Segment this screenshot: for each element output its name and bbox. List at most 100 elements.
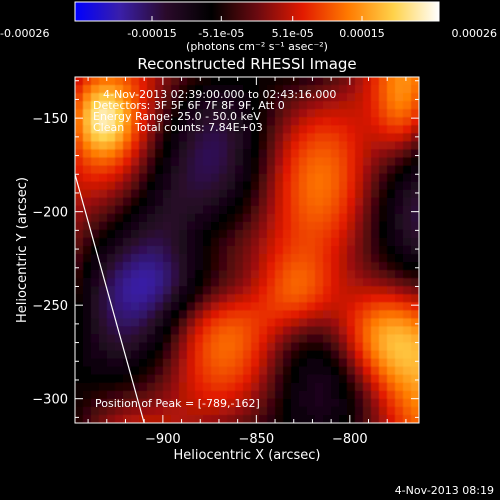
heatmap-cell bbox=[179, 318, 188, 328]
heatmap-cell bbox=[123, 229, 132, 239]
heatmap-cell bbox=[243, 374, 252, 384]
heatmap-cell bbox=[171, 262, 180, 271]
heatmap-cell bbox=[131, 350, 140, 360]
heatmap-cell bbox=[371, 173, 380, 183]
heatmap-cell bbox=[91, 165, 100, 175]
heatmap-cell bbox=[371, 358, 380, 368]
heatmap-cell bbox=[323, 245, 332, 255]
heatmap-cell bbox=[363, 101, 372, 110]
heatmap-cell bbox=[411, 181, 419, 191]
heatmap-cell bbox=[123, 221, 132, 231]
heatmap-cell bbox=[235, 374, 244, 384]
heatmap-cell bbox=[155, 221, 164, 231]
heatmap-cell bbox=[235, 262, 244, 271]
heatmap-cell bbox=[403, 262, 412, 271]
heatmap-cell bbox=[355, 406, 364, 416]
heatmap-cell bbox=[339, 245, 348, 255]
heatmap-cell bbox=[387, 334, 396, 344]
heatmap-cell bbox=[235, 237, 244, 247]
heatmap-cell bbox=[211, 157, 220, 167]
heatmap-cell bbox=[131, 406, 140, 416]
heatmap-cell bbox=[355, 326, 364, 336]
heatmap-cell bbox=[227, 398, 236, 408]
heatmap-cell bbox=[139, 358, 148, 368]
heatmap-cell bbox=[251, 286, 260, 295]
heatmap-cell bbox=[291, 326, 300, 336]
heatmap-cell bbox=[283, 286, 292, 295]
heatmap-cell bbox=[267, 310, 276, 319]
heatmap-cell bbox=[115, 157, 124, 167]
heatmap-cell bbox=[243, 77, 252, 86]
heatmap-cell bbox=[251, 310, 260, 319]
heatmap-cell bbox=[395, 390, 404, 400]
heatmap-cell bbox=[179, 149, 188, 159]
heatmap-cell bbox=[355, 149, 364, 159]
heatmap-cell bbox=[315, 254, 324, 263]
heatmap-cell bbox=[91, 374, 100, 384]
heatmap-cell bbox=[195, 213, 204, 223]
heatmap-cell bbox=[411, 286, 419, 295]
heatmap-cell bbox=[211, 302, 220, 311]
heatmap-cell bbox=[171, 77, 180, 86]
heatmap-cell bbox=[235, 85, 244, 94]
heatmap-cell bbox=[299, 181, 308, 191]
heatmap-cell bbox=[99, 165, 108, 175]
heatmap-cell bbox=[171, 141, 180, 151]
heatmap-cell bbox=[75, 302, 84, 311]
heatmap-cell bbox=[243, 270, 252, 279]
heatmap-cell bbox=[355, 157, 364, 167]
heatmap-cell bbox=[211, 366, 220, 376]
heatmap-cell bbox=[107, 262, 116, 271]
heatmap-cell bbox=[363, 270, 372, 279]
heatmap-cell bbox=[195, 358, 204, 368]
heatmap-cell bbox=[379, 149, 388, 159]
heatmap-cell bbox=[379, 117, 388, 126]
heatmap-cell bbox=[139, 149, 148, 159]
heatmap-cell bbox=[355, 117, 364, 126]
heatmap-cell bbox=[227, 109, 236, 118]
heatmap-cell bbox=[315, 197, 324, 207]
heatmap-cell bbox=[379, 326, 388, 336]
heatmap-cell bbox=[299, 77, 308, 86]
heatmap-cell bbox=[355, 302, 364, 311]
heatmap-cell bbox=[211, 318, 220, 328]
heatmap-cell bbox=[323, 181, 332, 191]
heatmap-cell bbox=[363, 149, 372, 159]
heatmap-cell bbox=[387, 189, 396, 199]
heatmap-cell bbox=[371, 382, 380, 392]
heatmap-cell bbox=[347, 334, 356, 344]
heatmap-cell bbox=[235, 109, 244, 118]
heatmap-cell bbox=[139, 374, 148, 384]
heatmap-cell bbox=[379, 318, 388, 328]
heatmap-cell bbox=[379, 286, 388, 295]
heatmap-cell bbox=[139, 165, 148, 175]
heatmap-cell bbox=[195, 101, 204, 110]
heatmap-cell bbox=[227, 173, 236, 183]
heatmap-cell bbox=[339, 101, 348, 110]
heatmap-cell bbox=[387, 237, 396, 247]
heatmap-cell bbox=[275, 149, 284, 159]
heatmap-cell bbox=[371, 229, 380, 239]
heatmap-cell bbox=[291, 181, 300, 191]
heatmap-cell bbox=[115, 93, 124, 102]
heatmap-cell bbox=[227, 221, 236, 231]
heatmap-cell bbox=[99, 189, 108, 199]
heatmap-cell bbox=[251, 374, 260, 384]
heatmap-cell bbox=[195, 229, 204, 239]
heatmap-cell bbox=[147, 93, 156, 102]
heatmap-cell bbox=[131, 414, 140, 423]
heatmap-cell bbox=[355, 221, 364, 231]
heatmap-cell bbox=[259, 245, 268, 255]
heatmap-cell bbox=[123, 382, 132, 392]
heatmap-cell bbox=[323, 101, 332, 110]
footer-timestamp: 4-Nov-2013 08:19 bbox=[395, 484, 494, 497]
heatmap-cell bbox=[251, 326, 260, 336]
heatmap-cell bbox=[411, 254, 419, 263]
heatmap-cell bbox=[163, 189, 172, 199]
heatmap-cell bbox=[395, 117, 404, 126]
heatmap-cell bbox=[131, 117, 140, 126]
heatmap-cell bbox=[211, 406, 220, 416]
heatmap-cell bbox=[243, 101, 252, 110]
heatmap-cell bbox=[139, 318, 148, 328]
heatmap-cell bbox=[251, 334, 260, 344]
